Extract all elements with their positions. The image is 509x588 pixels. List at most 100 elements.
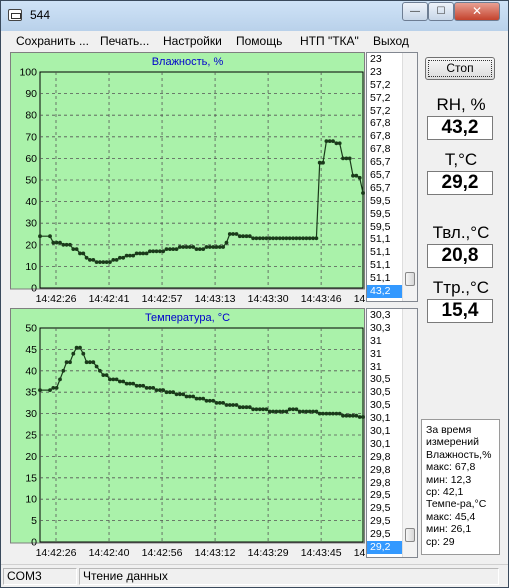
- temperature-list-item[interactable]: 30,3: [370, 309, 391, 321]
- temperature-list-scrollbar[interactable]: [402, 309, 417, 557]
- humidity-list-item[interactable]: 57,2: [370, 91, 391, 104]
- humidity-list-item[interactable]: 57,2: [370, 78, 391, 91]
- data-point: [197, 396, 202, 401]
- data-point: [334, 141, 339, 146]
- y-tick-label: 20: [25, 239, 37, 251]
- temperature-list-item[interactable]: 30,1: [370, 412, 391, 425]
- title-bar: 544 — ☐ ✕: [1, 1, 508, 31]
- humidity-list-item[interactable]: 65,7: [370, 169, 391, 182]
- stats-line: макс: 67,8: [426, 461, 476, 474]
- temperature-list-item[interactable]: 29,5: [370, 502, 391, 515]
- humidity-list-item[interactable]: 23: [370, 65, 382, 78]
- y-tick-label: 10: [25, 261, 37, 273]
- data-point: [58, 377, 62, 382]
- data-point: [271, 409, 275, 414]
- data-point: [197, 247, 202, 252]
- humidity-list-item[interactable]: 59,5: [370, 194, 391, 207]
- data-point: [118, 379, 122, 384]
- temperature-list-item[interactable]: 29,8: [370, 476, 391, 489]
- temperature-list-scroll-thumb[interactable]: [405, 528, 415, 542]
- data-point: [51, 240, 56, 245]
- humidity-list-item[interactable]: 51,1: [370, 246, 391, 259]
- temperature-list-item[interactable]: 29,5: [370, 528, 391, 541]
- temperature-list-item[interactable]: 30,1: [370, 437, 391, 450]
- y-tick-label: 0: [31, 283, 37, 295]
- data-point: [317, 160, 322, 165]
- data-point: [71, 351, 76, 356]
- data-point: [311, 236, 315, 241]
- data-point: [294, 236, 299, 241]
- humidity-list-item[interactable]: 67,8: [370, 130, 391, 143]
- temperature-list-item[interactable]: 30,5: [370, 373, 391, 386]
- humidity-list-item[interactable]: 51,1: [370, 233, 391, 246]
- data-point: [84, 255, 89, 260]
- temperature-list-item[interactable]: 30,1: [370, 425, 391, 438]
- temperature-values-list[interactable]: 30,3 30,3 31 31 31 30,5 30,5 30,5 30,1 30,1 30,1 29…: [366, 308, 418, 558]
- menu-settings[interactable]: Настройки: [163, 34, 222, 48]
- humidity-chart: Влажность, % 0 10 20 30 40 50 60 70 80 90 100 14:42:…: [10, 52, 365, 306]
- humidity-list-item[interactable]: 59,5: [370, 220, 391, 233]
- data-point: [227, 232, 232, 236]
- menu-help[interactable]: Помощь: [236, 34, 283, 48]
- humidity-list-item[interactable]: 59,5: [370, 207, 391, 220]
- menu-exit[interactable]: Выход: [373, 34, 409, 48]
- temperature-list-item[interactable]: 29,5: [370, 515, 391, 528]
- close-button[interactable]: ✕: [454, 2, 500, 21]
- humidity-list-item[interactable]: 51,1: [370, 272, 391, 285]
- y-tick-label: 25: [25, 430, 37, 442]
- humidity-list-scrollbar[interactable]: [402, 53, 417, 301]
- plot-area: [39, 71, 364, 289]
- data-point: [214, 245, 219, 249]
- humidity-list-item[interactable]: 57,2: [370, 104, 391, 117]
- data-point: [221, 245, 226, 249]
- minimize-button[interactable]: —: [402, 2, 428, 21]
- menu-ntp-tka[interactable]: НТП "ТКА": [300, 34, 359, 48]
- status-port: COM3: [3, 568, 77, 585]
- menu-save[interactable]: Сохранить ...: [16, 34, 89, 48]
- data-point: [221, 401, 226, 405]
- maximize-button[interactable]: ☐: [428, 2, 454, 21]
- data-point: [334, 411, 339, 416]
- data-point: [317, 411, 322, 416]
- humidity-list-item[interactable]: 23: [370, 53, 382, 65]
- y-tick-label: 40: [25, 196, 37, 208]
- temperature-list-item[interactable]: 30,3: [370, 321, 391, 334]
- temperature-list-item[interactable]: 29,5: [370, 489, 391, 502]
- humidity-list-item[interactable]: 67,8: [370, 117, 391, 130]
- humidity-list-item[interactable]: 67,8: [370, 143, 391, 156]
- data-point: [191, 245, 196, 249]
- temperature-list-item[interactable]: 31: [370, 334, 382, 347]
- data-point: [274, 409, 279, 414]
- data-point: [68, 242, 72, 247]
- data-point: [207, 245, 212, 249]
- data-point: [64, 242, 69, 247]
- humidity-list-scroll-thumb[interactable]: [405, 272, 415, 286]
- x-tick-label: 14:43:30: [248, 293, 289, 305]
- data-point: [244, 405, 249, 410]
- humidity-values-list[interactable]: 23 23 57,2 57,2 57,2 67,8 67,8 67,8 65,7 65,7 65,7…: [366, 52, 418, 302]
- data-point: [154, 249, 159, 254]
- menu-print[interactable]: Печать...: [100, 34, 150, 48]
- humidity-list-item[interactable]: 65,7: [370, 156, 391, 169]
- data-point: [274, 236, 279, 241]
- temperature-list-item[interactable]: 30,5: [370, 399, 391, 412]
- data-point: [131, 253, 136, 258]
- temperature-list-item[interactable]: 29,8: [370, 450, 391, 463]
- temperature-list-item[interactable]: 31: [370, 360, 382, 373]
- data-point: [314, 236, 319, 241]
- stop-button[interactable]: Стоп: [425, 57, 495, 80]
- app-icon[interactable]: [8, 9, 22, 21]
- data-point: [247, 405, 252, 410]
- data-point: [354, 173, 359, 178]
- data-point: [307, 409, 312, 414]
- humidity-list-item[interactable]: 65,7: [370, 181, 391, 194]
- temperature-list-item[interactable]: 30,5: [370, 386, 391, 399]
- data-point: [48, 388, 52, 392]
- data-point: [154, 388, 159, 392]
- temperature-list-item[interactable]: 29,8: [370, 463, 391, 476]
- data-point: [51, 386, 56, 390]
- temperature-list-item[interactable]: 31: [370, 347, 382, 360]
- data-point: [174, 392, 179, 397]
- humidity-list-item[interactable]: 51,1: [370, 259, 391, 272]
